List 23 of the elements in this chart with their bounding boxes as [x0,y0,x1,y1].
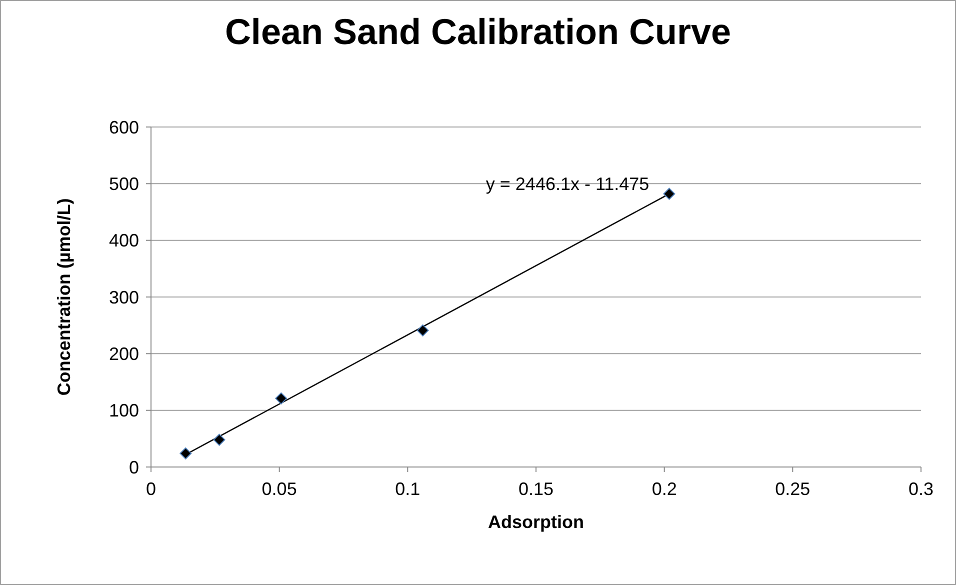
x-axis-title: Adsorption [488,512,584,532]
y-tick-label: 400 [108,230,139,251]
x-tick-label: 0.25 [775,479,810,499]
point [275,392,288,404]
y-tick-label: 200 [108,344,139,364]
y-tick-label: 500 [108,174,139,194]
y-tick-label: 0 [128,457,139,478]
point [416,324,429,336]
point [180,447,192,460]
point [213,434,226,446]
chart-title: Clean Sand Calibration Curve [224,11,732,52]
x-tick-label: 0.3 [908,479,934,499]
annotation: y = 2446.1x - 11.475 [486,174,650,194]
y-tick-label: 600 [108,117,139,138]
point [663,188,676,200]
y-axis-title: Concentration (µmol/L) [54,198,74,396]
y-tick-label: 300 [108,287,139,308]
x-tick-label: 0.1 [395,479,420,499]
y-tick-label: 100 [108,400,139,421]
x-tick-label: 0 [146,479,156,499]
x-tick-label: 0.2 [652,479,677,499]
x-tick-label: 0.05 [262,479,297,499]
x-tick-label: 0.15 [518,479,554,499]
